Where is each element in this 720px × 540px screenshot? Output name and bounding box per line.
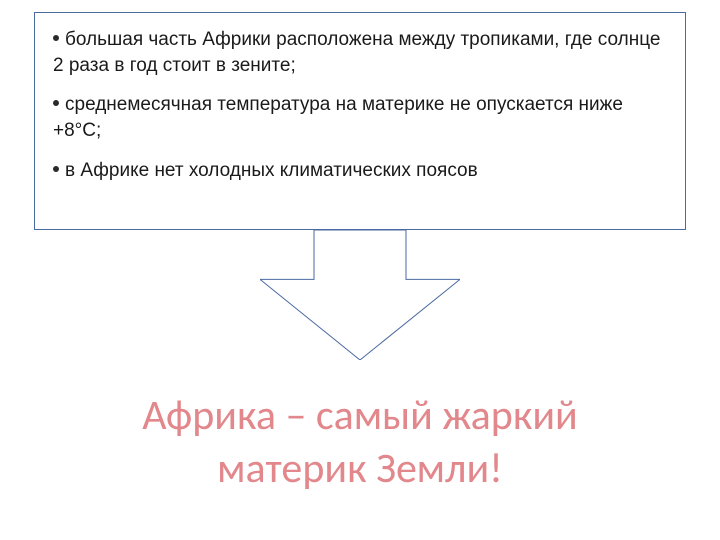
bullet-dot-icon: [53, 100, 59, 106]
bullet-text: большая часть Африки расположена между т…: [53, 29, 660, 76]
conclusion-text: Африка – самый жаркий материк Земли!: [0, 390, 720, 495]
conclusion-line-1: Африка – самый жаркий: [0, 390, 720, 443]
bullet-item: большая часть Африки расположена между т…: [53, 27, 667, 78]
slide: большая часть Африки расположена между т…: [0, 0, 720, 540]
conclusion-line-2: материк Земли!: [0, 443, 720, 496]
fact-box: большая часть Африки расположена между т…: [34, 12, 686, 230]
bullet-dot-icon: [53, 35, 59, 41]
bullet-dot-icon: [53, 166, 59, 172]
arrow-svg: [260, 230, 460, 360]
bullet-item: среднемесячная температура на материке н…: [53, 92, 667, 143]
bullet-item: в Африке нет холодных климатических пояс…: [53, 158, 667, 184]
bullet-text: среднемесячная температура на материке н…: [53, 94, 623, 141]
down-arrow-icon: [260, 230, 460, 365]
bullet-text: в Африке нет холодных климатических пояс…: [65, 160, 478, 181]
